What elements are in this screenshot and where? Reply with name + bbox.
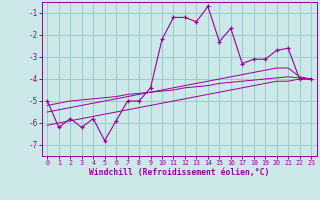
X-axis label: Windchill (Refroidissement éolien,°C): Windchill (Refroidissement éolien,°C) [89,168,269,177]
